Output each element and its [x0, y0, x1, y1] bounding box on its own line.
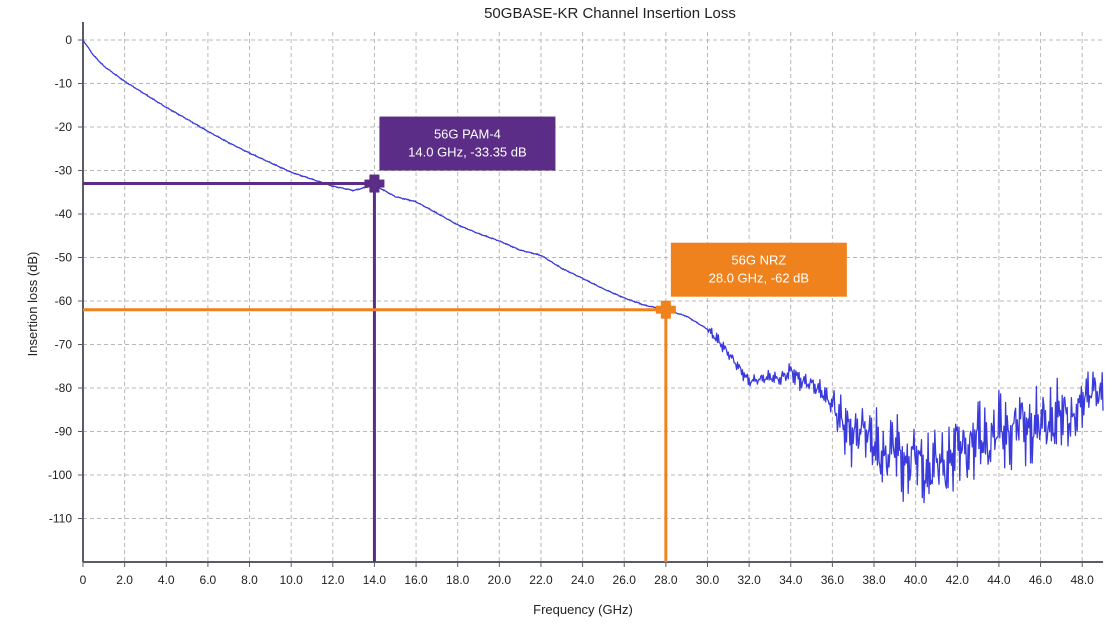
- marker-0: 56G PAM-4 14.0 GHz, -33.35 dB: [83, 116, 556, 562]
- marker-point-v-1: [660, 300, 671, 319]
- x-tick-label-22: 44.0: [987, 573, 1011, 587]
- y-tick-label-2: -20: [55, 120, 73, 134]
- x-tick-label-14: 28.0: [654, 573, 678, 587]
- y-tick-label-10: -100: [48, 468, 72, 482]
- x-tick-label-24: 48.0: [1071, 573, 1095, 587]
- x-tick-label-5: 10.0: [279, 573, 303, 587]
- x-tick-label-17: 34.0: [779, 573, 803, 587]
- x-tick-label-15: 30.0: [696, 573, 720, 587]
- x-tick-label-19: 38.0: [862, 573, 886, 587]
- y-tick-label-11: -110: [49, 512, 72, 526]
- y-tick-label-6: -60: [55, 294, 73, 308]
- marker-point-v-0: [369, 174, 380, 193]
- x-tick-label-20: 40.0: [904, 573, 928, 587]
- marker-label-value-0: 14.0 GHz, -33.35 dB: [408, 145, 527, 160]
- y-tick-label-9: -90: [55, 425, 73, 439]
- x-axis-ticks: 0 2.0 4.0 6.0 8.0 10.0 12.0 14.0 16.0 18.0 20.0 22.…: [80, 562, 1095, 587]
- y-tick-label-3: -30: [55, 164, 73, 178]
- marker-label-box-0: [379, 116, 556, 171]
- markers-group: 56G PAM-4 14.0 GHz, -33.35 dB 56G NRZ 28.0 …: [83, 116, 847, 562]
- y-tick-label-7: -70: [55, 338, 73, 352]
- x-tick-label-18: 36.0: [821, 573, 845, 587]
- marker-1: 56G NRZ 28.0 GHz, -62 dB: [83, 242, 847, 562]
- y-tick-label-8: -80: [55, 381, 73, 395]
- x-tick-label-7: 14.0: [363, 573, 387, 587]
- y-tick-label-5: -50: [55, 251, 73, 265]
- x-tick-label-12: 24.0: [571, 573, 595, 587]
- marker-label-box-1: [670, 242, 847, 297]
- grid: [83, 32, 1103, 562]
- marker-label-title-0: 56G PAM-4: [434, 127, 501, 142]
- x-tick-label-2: 4.0: [158, 573, 175, 587]
- x-axis-title: Frequency (GHz): [533, 602, 633, 617]
- y-axis-ticks: 0 -10 -20 -30 -40 -50 -60 -70 -80 -90 -100 -110: [48, 33, 83, 526]
- x-tick-label-4: 8.0: [241, 573, 258, 587]
- marker-label-value-1: 28.0 GHz, -62 dB: [709, 271, 809, 286]
- x-tick-label-3: 6.0: [200, 573, 217, 587]
- y-tick-label-1: -10: [55, 77, 73, 91]
- x-tick-label-8: 16.0: [404, 573, 428, 587]
- series-group: [82, 39, 1104, 504]
- chart-title: 50GBASE-KR Channel Insertion Loss: [484, 5, 736, 22]
- x-tick-label-16: 32.0: [737, 573, 761, 587]
- y-tick-label-0: 0: [65, 33, 72, 47]
- axes: [82, 22, 1103, 563]
- series-line-0: [82, 39, 1104, 504]
- x-tick-label-11: 22.0: [529, 573, 553, 587]
- y-tick-label-4: -40: [55, 207, 73, 221]
- marker-label-title-1: 56G NRZ: [731, 253, 786, 268]
- x-tick-label-23: 46.0: [1029, 573, 1053, 587]
- x-tick-label-13: 26.0: [613, 573, 637, 587]
- x-tick-label-10: 20.0: [488, 573, 512, 587]
- y-axis-title: Insertion loss (dB): [25, 252, 40, 357]
- x-tick-label-21: 42.0: [946, 573, 970, 587]
- x-tick-label-1: 2.0: [116, 573, 133, 587]
- x-tick-label-9: 18.0: [446, 573, 470, 587]
- x-tick-label-6: 12.0: [321, 573, 345, 587]
- x-tick-label-0: 0: [80, 573, 87, 587]
